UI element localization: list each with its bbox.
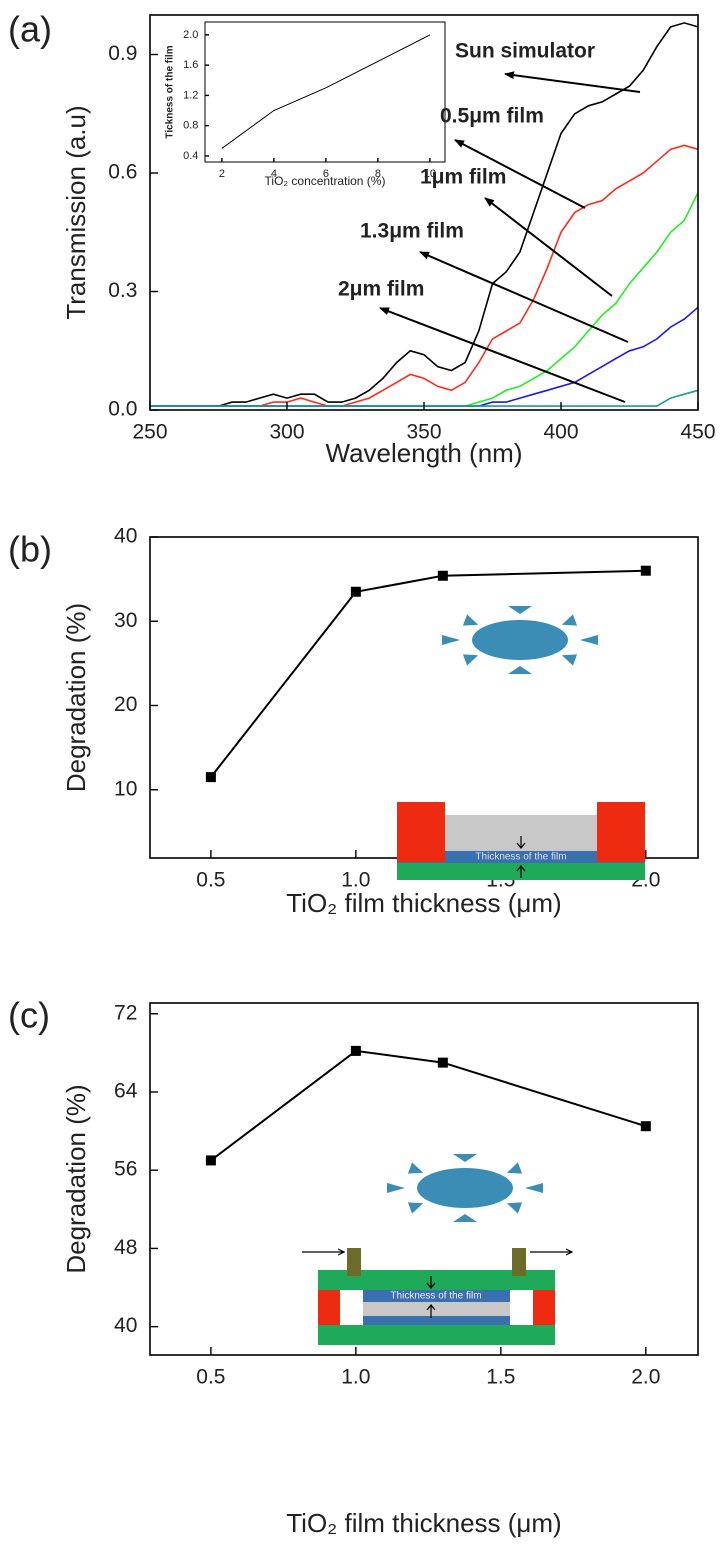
data-point	[641, 566, 651, 576]
schematic-label: Thickness of the film	[390, 1291, 481, 1302]
inset-background	[205, 22, 445, 162]
y-axis-title: Tickness of the film	[165, 45, 176, 138]
annotation-arrow	[420, 252, 628, 342]
y-tick-label: 0.3	[108, 279, 137, 302]
annotation-arrow	[380, 308, 625, 402]
sun-ray	[507, 1202, 522, 1213]
sun-ray	[463, 654, 478, 665]
x-axis-title: TiO₂ film thickness (μm)	[286, 1508, 561, 1538]
series-annotation: 1.3μm film	[360, 220, 464, 243]
x-tick-label: 250	[132, 421, 167, 444]
sun-ray	[508, 606, 532, 614]
y-tick-label: 1.6	[183, 59, 198, 71]
sun-ray	[507, 1162, 522, 1173]
inlet	[347, 1248, 361, 1276]
series-annotation: 0.5μm film	[440, 105, 544, 128]
y-axis-title: Transmission (a.u)	[61, 105, 91, 319]
panel-label: (c)	[8, 995, 50, 1036]
x-tick-label: 300	[269, 421, 304, 444]
y-tick-label: 56	[114, 1158, 137, 1181]
tio2-film-bottom	[363, 1316, 510, 1325]
panel-label: (a)	[8, 9, 52, 50]
data-point	[641, 1121, 651, 1131]
annotation-arrow	[505, 74, 640, 92]
y-tick-label: 40	[114, 1314, 137, 1337]
y-tick-label: 72	[114, 1001, 137, 1024]
schematic-label: Thickness of the film	[475, 852, 566, 863]
panel-label: (b)	[8, 529, 52, 570]
y-tick-label: 0.6	[108, 161, 137, 184]
sun-ray	[562, 614, 577, 625]
sun-ray	[562, 654, 577, 665]
spacer-right	[597, 802, 645, 862]
sun-ray	[408, 1162, 423, 1173]
bottom-glass	[318, 1325, 555, 1345]
data-point	[206, 772, 216, 782]
sun-ray	[580, 635, 598, 645]
data-point	[351, 1046, 361, 1056]
data-point	[351, 587, 361, 597]
x-tick-label: 1.5	[486, 1366, 515, 1389]
y-tick-label: 40	[114, 525, 137, 548]
outlet	[512, 1248, 526, 1276]
x-tick-label: 2.0	[631, 1366, 660, 1389]
x-axis-title: TiO₂ film thickness (μm)	[286, 888, 561, 918]
y-tick-label: 2.0	[183, 29, 198, 41]
y-axis-title: Degradation (%)	[61, 603, 91, 792]
x-axis-title: Wavelength (nm)	[326, 438, 523, 468]
sun-ray	[463, 614, 478, 625]
y-tick-label: 0.4	[183, 150, 198, 162]
x-tick-label: 450	[680, 421, 715, 444]
series-annotation: Sun simulator	[455, 40, 595, 63]
y-tick-label: 1.2	[183, 89, 198, 101]
data-line	[211, 1051, 646, 1161]
y-tick-label: 0.8	[183, 120, 198, 132]
spacer-left	[397, 802, 445, 862]
data-point	[438, 1058, 448, 1068]
x-tick-label: 1.0	[341, 1366, 370, 1389]
sun-ray	[453, 1214, 477, 1222]
sun-ray	[408, 1202, 423, 1213]
spacer-right	[533, 1290, 555, 1325]
x-tick-label: 0.5	[196, 1366, 225, 1389]
y-tick-label: 64	[114, 1080, 138, 1103]
sun-ray	[453, 1154, 477, 1162]
y-tick-label: 48	[114, 1236, 137, 1259]
y-tick-label: 0.9	[108, 42, 137, 65]
x-tick-label: 2	[219, 168, 225, 180]
x-tick-label: 0.5	[196, 869, 225, 892]
flow-arrows	[302, 1249, 572, 1255]
series-annotation: 2μm film	[338, 278, 424, 301]
sun-body	[417, 1168, 513, 1208]
x-tick-label: 400	[543, 421, 578, 444]
data-line	[211, 571, 646, 777]
y-tick-label: 20	[114, 693, 137, 716]
spacer-left	[318, 1290, 340, 1325]
y-tick-label: 10	[114, 777, 137, 800]
series-line	[150, 307, 698, 406]
sun-ray	[442, 635, 460, 645]
x-axis-title: TiO₂ concentration (%)	[265, 174, 386, 188]
data-point	[438, 571, 448, 581]
y-axis-title: Degradation (%)	[61, 1084, 91, 1273]
sun-ray	[525, 1183, 543, 1193]
figure: 2503003504004500.00.30.60.9Wavelength (n…	[0, 0, 724, 1552]
y-tick-label: 0.0	[108, 398, 137, 421]
data-point	[206, 1155, 216, 1165]
y-tick-label: 30	[114, 609, 137, 632]
sun-body	[472, 620, 568, 660]
sun-ray	[387, 1183, 405, 1193]
annotation-arrow	[485, 198, 612, 296]
sun-ray	[508, 666, 532, 674]
series-annotation: 1μm film	[420, 166, 506, 189]
